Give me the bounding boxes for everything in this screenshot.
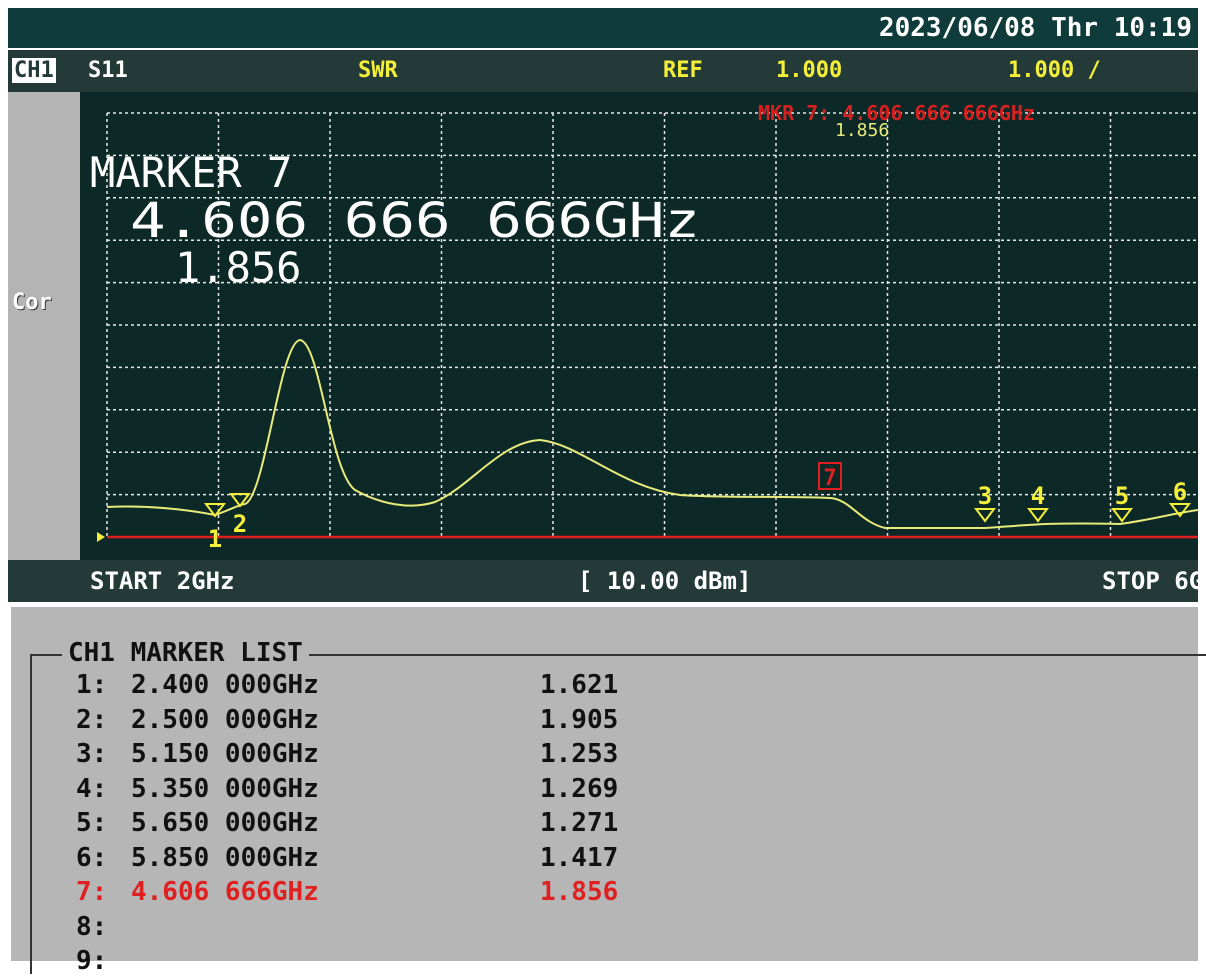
side-label: Cor [12, 290, 52, 315]
format: SWR [358, 58, 398, 83]
row-frequency: 5.650 000GHz [131, 808, 319, 838]
row-value: 1.621 [540, 670, 619, 700]
marker-label: 3 [978, 482, 992, 510]
row-index: 3: [76, 739, 108, 769]
row-value: 1.269 [540, 773, 619, 804]
row-index: 4: [76, 773, 108, 804]
trace-markers: 12 3 4 5 6 7 [204, 462, 1191, 553]
channel-header: CH1 S11 SWR REF 1.000 1.000 / [8, 50, 1198, 92]
marker-triangle [1111, 508, 1133, 523]
row-frequency: 4.606 666GHz [131, 877, 319, 907]
marker-label: 7 [823, 466, 836, 491]
row-value: 1.905 [540, 704, 619, 735]
row-frequency: 5.350 000GHz [131, 773, 319, 804]
marker-top-value: 1.856 [835, 120, 889, 141]
start: START 2GHz [90, 567, 235, 595]
row-value: 1.271 [540, 808, 619, 838]
marker-triangle [204, 503, 226, 518]
marker-list-title: CH1 MARKER LIST [62, 638, 309, 668]
marker-value: 1.856 [175, 243, 301, 292]
marker-triangle [229, 493, 251, 508]
channel: CH1 [12, 58, 56, 83]
row-index: 5: [76, 808, 108, 838]
scale: 1.000 / [1008, 58, 1101, 83]
row-index: 8: [76, 911, 108, 942]
row-value: 1.253 [540, 739, 619, 769]
marker-box [818, 462, 842, 490]
row-frequency: 5.150 000GHz [131, 739, 319, 769]
status-bar: 2023/06/08 Thr 10:19 [8, 8, 1198, 48]
footer: START 2GHz [ 10.00 dBm] STOP 6GHz [8, 560, 1206, 602]
marker-label: 4 [1031, 482, 1045, 510]
row-index: 9: [76, 946, 108, 976]
marker-title: MARKER 7 [90, 148, 292, 197]
row-value: 1.417 [540, 842, 619, 873]
row-frequency: 2.500 000GHz [131, 704, 319, 735]
plot: MKR 7: 4.606 666 666GHz 1.856 MARKER 7 4… [80, 92, 1198, 560]
marker-triangle [1027, 508, 1049, 523]
marker-triangle [1169, 503, 1191, 518]
side-panel: Cor [8, 92, 80, 560]
row-index: 2: [76, 704, 108, 735]
trace [106, 338, 1198, 530]
marker-list-frame [30, 654, 1206, 974]
row-index: 1: [76, 670, 108, 700]
marker-top-line: MKR 7: 4.606 666 666GHz [758, 101, 1035, 125]
row-index: 6: [76, 842, 108, 873]
ref-value: 1.000 [776, 58, 843, 83]
stop: STOP 6GHz [1102, 567, 1206, 595]
marker-label: 6 [1173, 478, 1187, 506]
grid [106, 112, 1198, 537]
power: [ 10.00 dBm] [578, 567, 752, 595]
marker-triangle [974, 508, 996, 523]
datetime: 2023/06/08 Thr 10:19 [878, 13, 1192, 43]
row-frequency: 2.400 000GHz [131, 670, 319, 700]
parameter: S11 [88, 58, 128, 83]
marker-label: 5 [1115, 482, 1129, 510]
marker-label: 2 [233, 510, 247, 538]
marker-frequency: 4.606 666 666GHz [130, 193, 700, 249]
plot-background [80, 92, 1198, 560]
marker-label: 1 [208, 525, 222, 553]
row-value: 1.856 [540, 877, 619, 907]
ref-label: REF [663, 58, 703, 83]
reference-arrow [97, 532, 105, 542]
row-frequency: 5.850 000GHz [131, 842, 319, 873]
row-index: 7: [76, 877, 108, 907]
